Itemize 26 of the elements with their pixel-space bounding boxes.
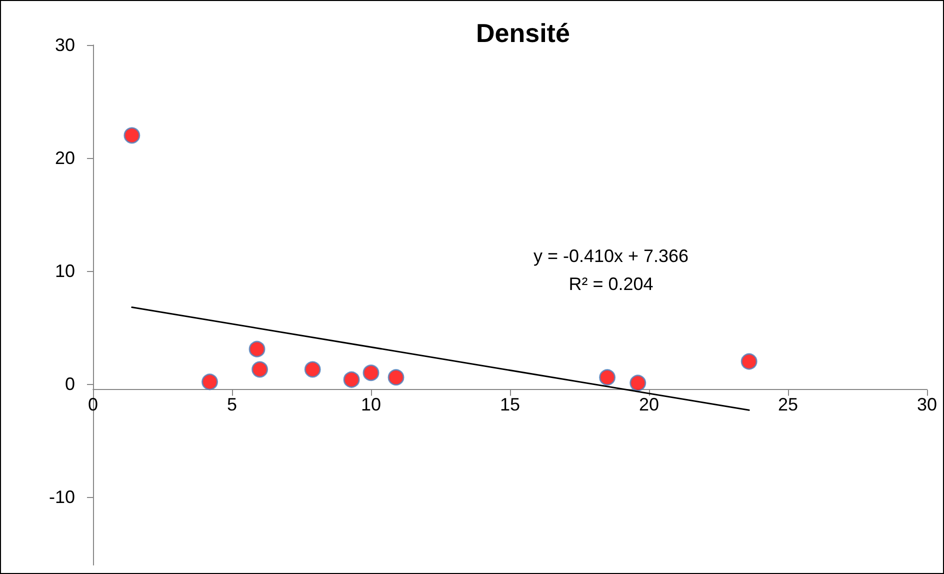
point: [252, 361, 268, 378]
chart-title: Densité: [476, 18, 570, 48]
x-tick-label: 30: [916, 394, 938, 415]
annotation: R² = 0.204: [568, 274, 654, 294]
point: [630, 374, 646, 392]
y-tick-label: 0: [64, 374, 75, 394]
y-tick-label: 10: [54, 261, 75, 282]
x-tick-label: 5: [226, 394, 238, 415]
x-tick-label: 20: [638, 394, 660, 415]
point: [202, 374, 218, 390]
point: [388, 369, 404, 386]
x-tick-label: 25: [778, 394, 798, 415]
point: [304, 361, 321, 378]
x-tick-label: 0: [88, 394, 98, 415]
point: [740, 353, 758, 370]
annotation: y = -0.410x + 7.366: [533, 246, 689, 266]
x-tick-label: 10: [360, 394, 382, 415]
point: [362, 364, 380, 382]
y-tick-label: -10: [48, 487, 75, 508]
y-tick-label: 20: [54, 148, 75, 168]
y-tick-label: 30: [54, 35, 75, 55]
x-tick-label: 15: [500, 394, 520, 415]
point: [124, 127, 140, 144]
point: [343, 371, 360, 388]
point: [599, 369, 616, 386]
point: [248, 340, 266, 358]
